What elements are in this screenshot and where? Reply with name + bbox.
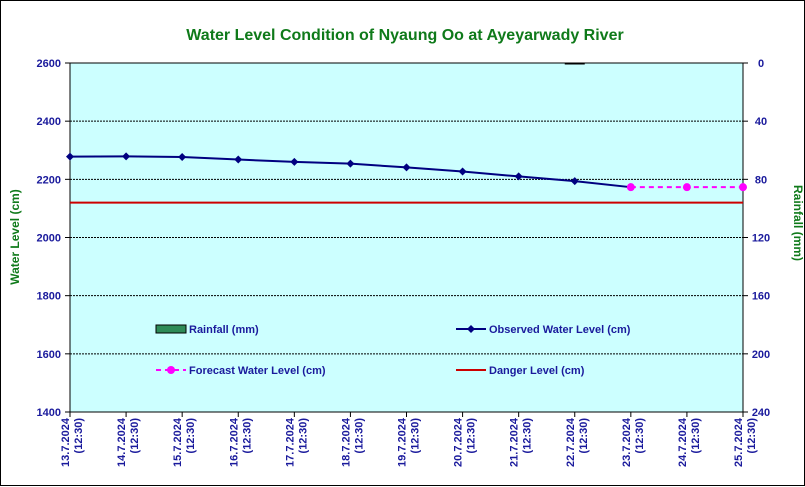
legend-label: Rainfall (mm) bbox=[189, 324, 259, 336]
legend-swatch-rainfall bbox=[155, 324, 187, 334]
rainfall-bar bbox=[564, 63, 585, 65]
legend: Rainfall (mm) Observed Water Level (cm) Fo… bbox=[155, 324, 631, 377]
x-tick-date: 15.7.2024 bbox=[172, 417, 184, 467]
legend-label: Observed Water Level (cm) bbox=[489, 324, 631, 336]
legend-label: Forecast Water Level (cm) bbox=[189, 365, 326, 377]
x-tick-date: 18.7.2024 bbox=[340, 417, 352, 467]
legend-label: Danger Level (cm) bbox=[489, 365, 585, 377]
right-tick-label: 240 bbox=[752, 407, 770, 419]
right-tick-label: 40 bbox=[755, 116, 767, 128]
x-tick-date: 25.7.2024 bbox=[733, 417, 745, 467]
forecast-point bbox=[682, 183, 691, 192]
left-tick-label: 2200 bbox=[37, 174, 61, 186]
gridlines bbox=[70, 120, 743, 355]
x-tick-date: 21.7.2024 bbox=[509, 417, 521, 467]
observed-point bbox=[346, 159, 355, 168]
right-tick-label: 120 bbox=[752, 233, 770, 245]
forecast-point bbox=[626, 183, 635, 192]
left-tick-label: 2600 bbox=[37, 58, 61, 70]
x-tick-date: 23.7.2024 bbox=[621, 417, 633, 467]
observed-point bbox=[402, 163, 411, 172]
x-tick-time: (12:30) bbox=[690, 418, 702, 454]
chart-title: Water Level Condition of Nyaung Oo at Ay… bbox=[186, 27, 623, 44]
observed-point bbox=[66, 152, 74, 161]
left-axis: 1400 1600 1800 2000 2200 2400 2600 bbox=[37, 58, 70, 419]
x-tick-time: (12:30) bbox=[129, 418, 141, 454]
x-tick-date: 22.7.2024 bbox=[565, 417, 577, 467]
x-tick-time: (12:30) bbox=[410, 418, 422, 454]
x-tick-time: (12:30) bbox=[522, 418, 534, 454]
left-tick-label: 1400 bbox=[37, 407, 61, 419]
x-tick-time: (12:30) bbox=[241, 418, 253, 454]
x-tick-time: (12:30) bbox=[73, 418, 85, 454]
series-layer bbox=[66, 63, 747, 204]
x-tick-time: (12:30) bbox=[353, 418, 365, 454]
forecast-point bbox=[739, 183, 747, 192]
x-axis: 13.7.2024 (12:30) 14.7.2024 (12:30) 15.7.202… bbox=[60, 412, 758, 467]
observed-point bbox=[178, 152, 187, 161]
x-tick-date: 17.7.2024 bbox=[284, 417, 296, 467]
x-tick-date: 13.7.2024 bbox=[60, 417, 72, 467]
x-tick-date: 14.7.2024 bbox=[116, 417, 128, 467]
observed-point bbox=[570, 177, 579, 186]
left-tick-label: 1800 bbox=[37, 291, 61, 303]
x-tick-date: 20.7.2024 bbox=[453, 417, 465, 467]
legend-marker-observed bbox=[467, 325, 475, 333]
left-tick-label: 2000 bbox=[37, 233, 61, 245]
observed-point bbox=[234, 155, 243, 164]
observed-point bbox=[122, 152, 131, 161]
x-tick-time: (12:30) bbox=[746, 418, 758, 454]
x-tick-time: (12:30) bbox=[185, 418, 197, 454]
observed-point bbox=[458, 167, 467, 176]
left-tick-label: 2400 bbox=[37, 116, 61, 128]
x-tick-time: (12:30) bbox=[634, 418, 646, 454]
x-tick-time: (12:30) bbox=[297, 418, 309, 454]
x-tick-date: 19.7.2024 bbox=[397, 417, 409, 467]
right-tick-label: 200 bbox=[752, 349, 770, 361]
right-tick-label: 160 bbox=[752, 291, 770, 303]
x-tick-date: 24.7.2024 bbox=[677, 417, 689, 467]
right-axis: 0 40 80 120 160 200 240 bbox=[743, 58, 770, 419]
x-tick-time: (12:30) bbox=[578, 418, 590, 454]
right-tick-label: 0 bbox=[758, 58, 764, 70]
legend-marker-forecast bbox=[167, 366, 175, 374]
y-axis-title: Water Level (cm) bbox=[8, 189, 22, 285]
right-tick-label: 80 bbox=[755, 174, 767, 186]
y2-axis-title: Rainfall (mm) bbox=[791, 185, 805, 261]
x-tick-date: 16.7.2024 bbox=[228, 417, 240, 467]
observed-point bbox=[290, 157, 299, 166]
observed-point bbox=[514, 172, 523, 181]
left-tick-label: 1600 bbox=[37, 349, 61, 361]
x-tick-time: (12:30) bbox=[466, 418, 478, 454]
